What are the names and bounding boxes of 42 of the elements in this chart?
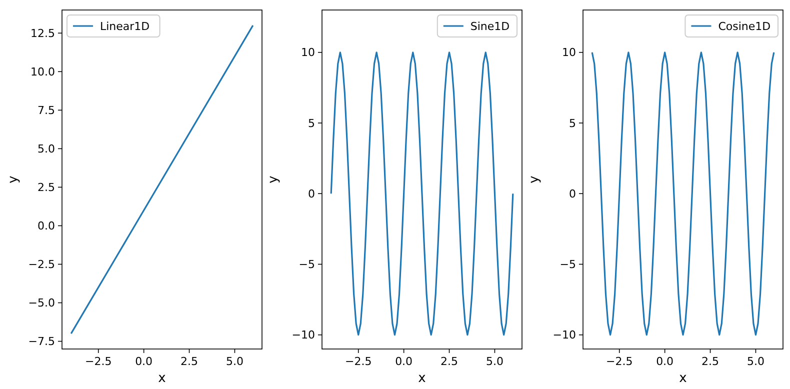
legend-label: Sine1D: [470, 20, 510, 33]
y-tick-label: 10.0: [30, 65, 55, 78]
x-tick-label: 2.5: [180, 355, 198, 368]
legend-label: Linear1D: [100, 20, 150, 33]
y-tick-label: −10: [552, 328, 576, 342]
y-axis-title: y: [527, 175, 542, 184]
y-tick-label: −10: [292, 328, 315, 342]
x-tick-label: 5.0: [746, 355, 764, 368]
x-axis-title: x: [679, 371, 688, 386]
y-tick-label: 0.0: [38, 220, 55, 233]
y-tick-label: −5: [298, 258, 315, 272]
x-tick-label: −2.5: [345, 355, 372, 368]
y-tick-label: 0: [308, 187, 315, 200]
y-tick-label: 10: [562, 46, 576, 60]
y-axis-title: y: [266, 175, 281, 184]
x-tick-label: 0.0: [135, 355, 153, 368]
y-tick-label: 10: [301, 46, 315, 60]
x-axis-title: x: [158, 371, 166, 386]
y-tick-label: 0: [569, 187, 576, 200]
y-tick-label: −2.5: [28, 258, 55, 272]
y-tick-label: 5: [569, 116, 576, 130]
line-series: [591, 52, 775, 336]
y-tick-label: −7.5: [28, 335, 55, 348]
x-tick-label: 2.5: [440, 355, 458, 368]
x-tick-label: 0.0: [656, 355, 674, 368]
y-tick-label: −5: [560, 258, 576, 272]
y-tick-label: 5.0: [38, 142, 55, 156]
y-tick-label: 2.5: [38, 181, 55, 194]
x-tick-label: −2.5: [606, 355, 633, 368]
x-tick-label: 5.0: [226, 355, 244, 368]
x-tick-label: 0.0: [395, 355, 413, 368]
x-tick-label: 2.5: [702, 355, 720, 368]
y-tick-label: −5.0: [28, 296, 55, 310]
legend-label: Cosine1D: [718, 20, 771, 33]
x-tick-label: −2.5: [85, 355, 112, 368]
y-tick-label: 5: [308, 116, 315, 130]
line-series: [330, 52, 514, 336]
y-tick-label: 7.5: [38, 104, 55, 118]
x-tick-label: 5.0: [486, 355, 504, 368]
x-axis-title: x: [418, 371, 426, 386]
y-tick-label: 12.5: [30, 26, 55, 40]
y-axis-title: y: [6, 175, 21, 184]
